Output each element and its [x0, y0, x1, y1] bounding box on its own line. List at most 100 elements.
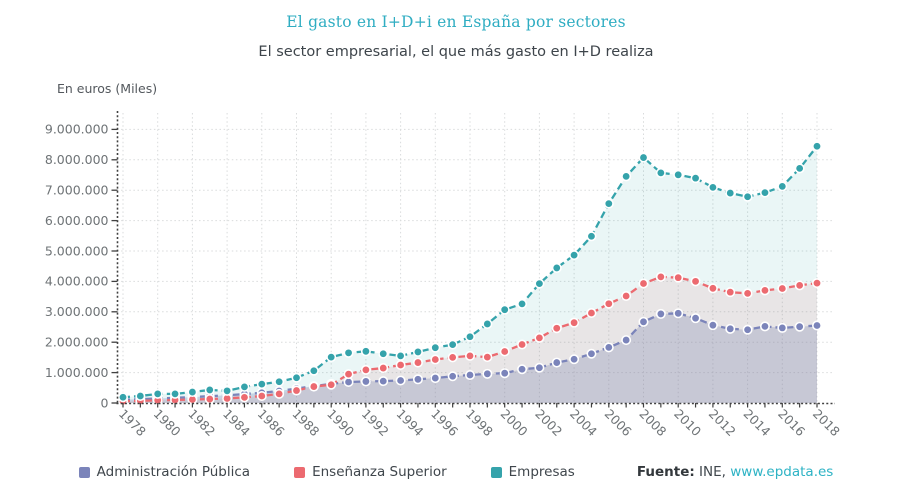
- data-point[interactable]: [152, 388, 163, 399]
- data-point[interactable]: [378, 348, 389, 359]
- data-point[interactable]: [291, 372, 302, 383]
- data-point[interactable]: [291, 385, 302, 396]
- data-point[interactable]: [655, 308, 666, 319]
- data-point[interactable]: [811, 278, 822, 289]
- data-point[interactable]: [638, 152, 649, 163]
- data-point[interactable]: [707, 320, 718, 331]
- data-point[interactable]: [430, 373, 441, 384]
- data-point[interactable]: [499, 304, 510, 315]
- data-point[interactable]: [343, 369, 354, 380]
- data-point[interactable]: [239, 381, 250, 392]
- data-point[interactable]: [794, 321, 805, 332]
- data-point[interactable]: [482, 318, 493, 329]
- data-point[interactable]: [690, 173, 701, 184]
- data-point[interactable]: [655, 167, 666, 178]
- data-point[interactable]: [725, 188, 736, 199]
- data-point[interactable]: [534, 362, 545, 373]
- data-point[interactable]: [794, 163, 805, 174]
- data-point[interactable]: [412, 374, 423, 385]
- data-point[interactable]: [343, 347, 354, 358]
- data-point[interactable]: [551, 323, 562, 334]
- data-point[interactable]: [811, 320, 822, 331]
- data-point[interactable]: [725, 323, 736, 334]
- data-point[interactable]: [603, 198, 614, 209]
- data-point[interactable]: [603, 298, 614, 309]
- data-point[interactable]: [482, 368, 493, 379]
- source-link[interactable]: www.epdata.es: [730, 464, 834, 480]
- data-point[interactable]: [759, 187, 770, 198]
- data-point[interactable]: [621, 171, 632, 182]
- data-point[interactable]: [742, 191, 753, 202]
- data-point[interactable]: [378, 376, 389, 387]
- data-point[interactable]: [621, 335, 632, 346]
- data-point[interactable]: [673, 272, 684, 283]
- data-point[interactable]: [412, 346, 423, 357]
- data-point[interactable]: [308, 365, 319, 376]
- data-point[interactable]: [811, 141, 822, 152]
- data-point[interactable]: [673, 308, 684, 319]
- data-point[interactable]: [759, 285, 770, 296]
- data-point[interactable]: [777, 283, 788, 294]
- data-point[interactable]: [118, 392, 129, 403]
- data-point[interactable]: [777, 181, 788, 192]
- data-point[interactable]: [464, 350, 475, 361]
- data-point[interactable]: [517, 364, 528, 375]
- legend-item-administracion-publica[interactable]: Administración Pública: [78, 464, 250, 480]
- data-point[interactable]: [690, 313, 701, 324]
- data-point[interactable]: [204, 384, 215, 395]
- legend-item-ensenanza-superior[interactable]: Enseñanza Superior: [294, 464, 447, 480]
- data-point[interactable]: [551, 262, 562, 273]
- data-point[interactable]: [517, 298, 528, 309]
- data-point[interactable]: [499, 346, 510, 357]
- data-point[interactable]: [430, 342, 441, 353]
- data-point[interactable]: [569, 250, 580, 261]
- data-point[interactable]: [135, 391, 146, 402]
- data-point[interactable]: [551, 357, 562, 368]
- data-point[interactable]: [707, 283, 718, 294]
- data-point[interactable]: [326, 379, 337, 390]
- data-point[interactable]: [517, 339, 528, 350]
- data-point[interactable]: [759, 321, 770, 332]
- data-point[interactable]: [586, 231, 597, 242]
- data-point[interactable]: [464, 331, 475, 342]
- data-point[interactable]: [794, 280, 805, 291]
- data-point[interactable]: [569, 317, 580, 328]
- data-point[interactable]: [569, 354, 580, 365]
- data-point[interactable]: [378, 363, 389, 374]
- data-point[interactable]: [447, 371, 458, 382]
- data-point[interactable]: [673, 169, 684, 180]
- data-point[interactable]: [170, 388, 181, 399]
- data-point[interactable]: [447, 339, 458, 350]
- data-point[interactable]: [638, 278, 649, 289]
- data-point[interactable]: [222, 385, 233, 396]
- data-point[interactable]: [586, 348, 597, 359]
- data-point[interactable]: [360, 346, 371, 357]
- data-point[interactable]: [204, 394, 215, 405]
- legend-item-empresas[interactable]: Empresas: [490, 464, 575, 480]
- data-point[interactable]: [742, 324, 753, 335]
- data-point[interactable]: [655, 271, 666, 282]
- data-point[interactable]: [464, 370, 475, 381]
- data-point[interactable]: [690, 276, 701, 287]
- data-point[interactable]: [621, 291, 632, 302]
- data-point[interactable]: [187, 387, 198, 398]
- data-point[interactable]: [725, 287, 736, 298]
- data-point[interactable]: [239, 392, 250, 403]
- data-point[interactable]: [308, 381, 319, 392]
- data-point[interactable]: [534, 332, 545, 343]
- data-point[interactable]: [326, 352, 337, 363]
- data-point[interactable]: [707, 182, 718, 193]
- data-point[interactable]: [777, 322, 788, 333]
- data-point[interactable]: [499, 368, 510, 379]
- data-point[interactable]: [256, 379, 267, 390]
- data-point[interactable]: [360, 364, 371, 375]
- data-point[interactable]: [586, 308, 597, 319]
- data-point[interactable]: [482, 352, 493, 363]
- data-point[interactable]: [395, 350, 406, 361]
- data-point[interactable]: [274, 388, 285, 399]
- data-point[interactable]: [430, 354, 441, 365]
- data-point[interactable]: [412, 357, 423, 368]
- data-point[interactable]: [534, 278, 545, 289]
- data-point[interactable]: [274, 376, 285, 387]
- data-point[interactable]: [395, 375, 406, 386]
